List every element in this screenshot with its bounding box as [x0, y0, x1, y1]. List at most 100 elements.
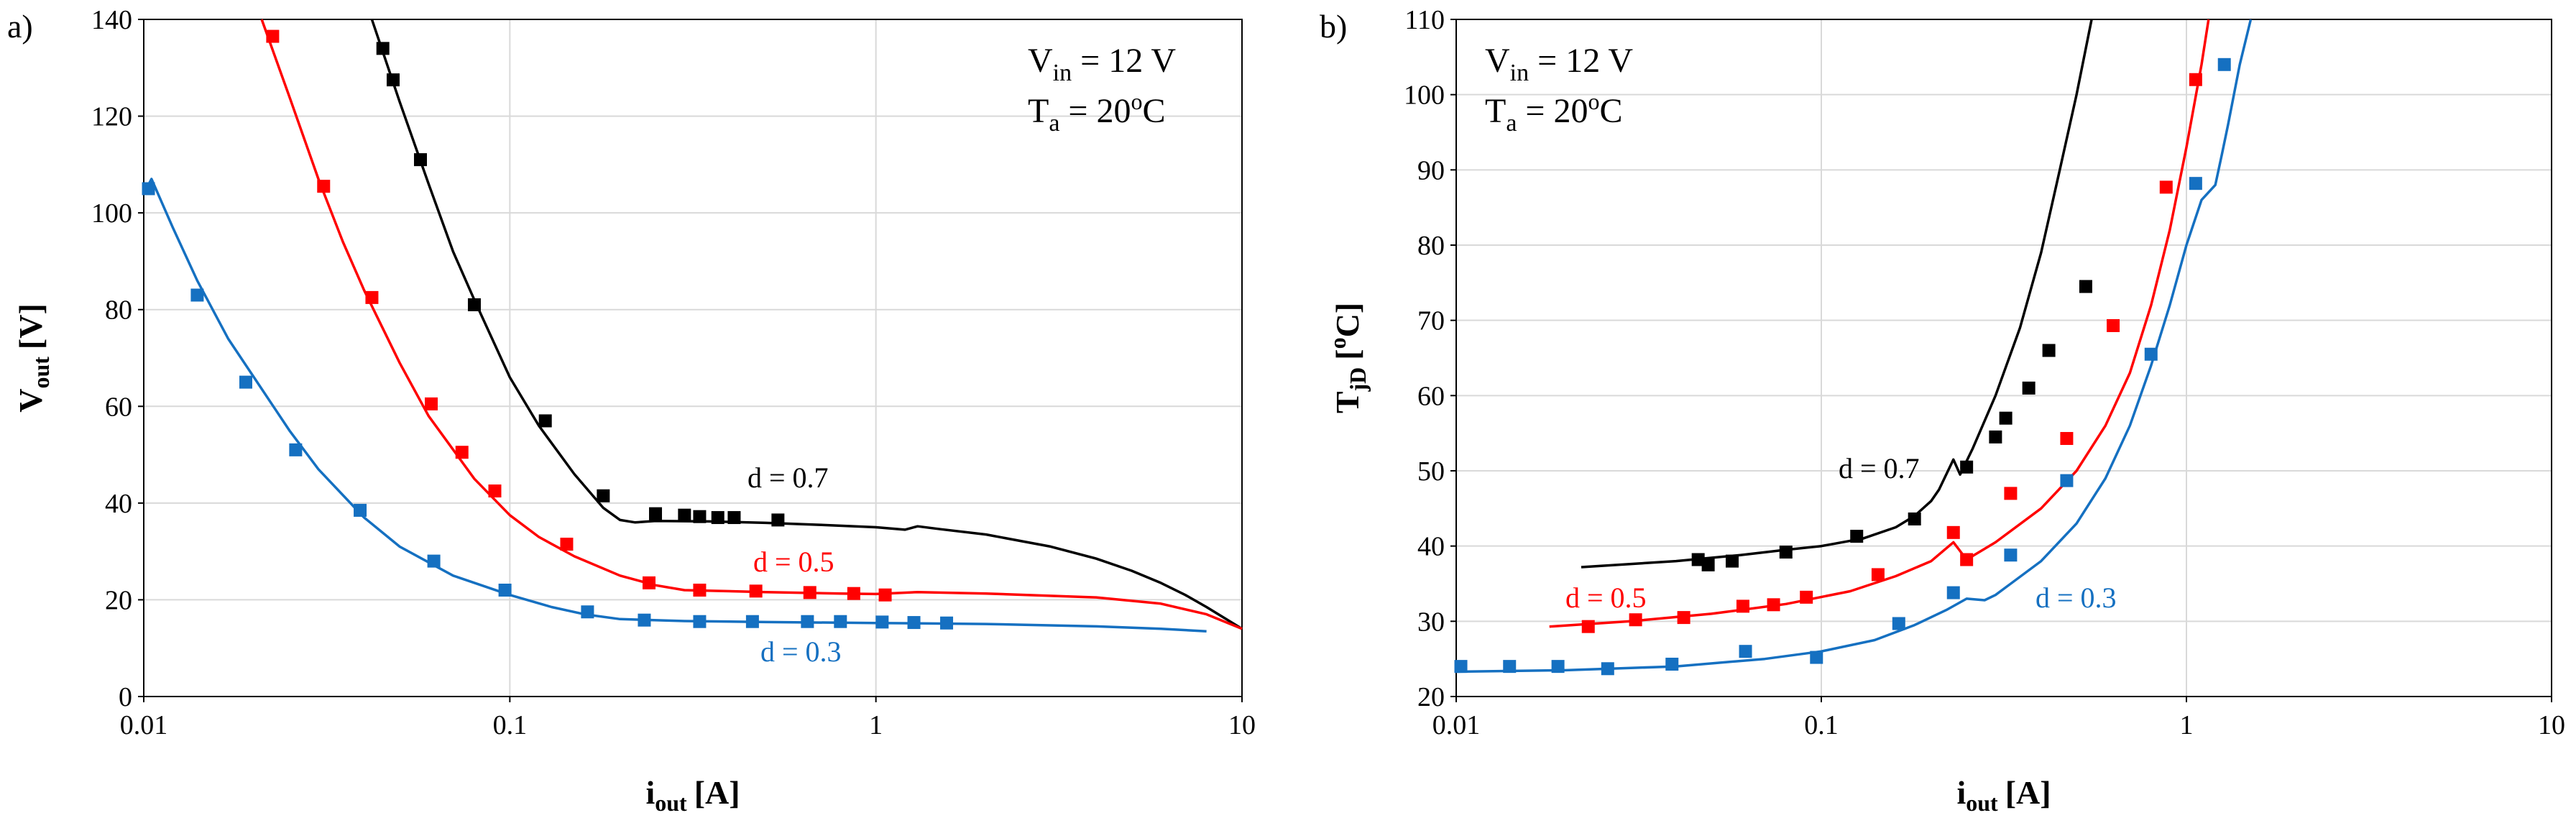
measured-point [239, 375, 252, 389]
curve-label-d05: d = 0.5 [1565, 582, 1647, 614]
vin-symbol: V [1028, 42, 1053, 80]
measured-point [2107, 318, 2120, 332]
ta-subscript: a [1049, 110, 1059, 137]
measured-point [2079, 280, 2092, 293]
panel-a-vout-chart: a) 0 20 40 60 80 100 120 140 0.01 0.1 1 10 Vin = 1… [7, 5, 1256, 816]
y-tick-label: 120 [91, 102, 132, 132]
measured-point [1946, 586, 1960, 599]
x-tick-label: 0.01 [120, 710, 168, 740]
model-curve-07 [1581, 19, 2093, 569]
measured-point [1779, 546, 1793, 559]
measured-point [142, 182, 155, 196]
measured-point [642, 576, 656, 589]
measured-point [1701, 558, 1715, 571]
measured-point [1454, 660, 1468, 674]
measured-point [1739, 645, 1752, 658]
ta-degree: o [1131, 88, 1143, 114]
measured-point [1767, 598, 1780, 612]
svg-text:Vin = 12 V: Vin = 12 V [1485, 42, 1633, 86]
measured-point [266, 29, 280, 43]
measured-point [2189, 177, 2202, 190]
measured-point [1960, 553, 1974, 566]
curve-label-d03: d = 0.3 [760, 635, 842, 668]
ta-degree: o [1588, 88, 1600, 114]
measured-point [455, 446, 469, 459]
x-tick-label: 0.01 [1432, 710, 1481, 740]
svg-text:Vin = 12 V: Vin = 12 V [1028, 42, 1176, 86]
measured-point [190, 288, 204, 302]
measured-point [907, 616, 921, 630]
measured-point [1601, 662, 1614, 676]
measured-point [693, 615, 707, 628]
model-curve-07 [370, 19, 1243, 630]
measured-point [488, 484, 502, 498]
measured-point [2060, 474, 2074, 487]
y-tick-label: 90 [1417, 155, 1445, 185]
measured-point [749, 584, 763, 598]
measured-point [940, 616, 954, 630]
measured-point [834, 615, 847, 628]
measured-point [2217, 58, 2231, 71]
y-tick-label: 140 [91, 5, 132, 35]
measured-point [538, 414, 552, 428]
measured-point [2144, 347, 2158, 361]
measured-point [745, 615, 759, 628]
measured-point [1960, 460, 1974, 474]
measured-point [847, 587, 860, 600]
measured-point [1677, 611, 1690, 625]
measured-point [2159, 180, 2173, 194]
measured-point [638, 613, 651, 627]
y-tick-label: 100 [91, 198, 132, 229]
measured-point [427, 554, 441, 568]
measured-point [581, 605, 594, 619]
measured-point [2189, 73, 2202, 86]
curve-label-d07: d = 0.7 [748, 461, 829, 494]
x-tick-label: 0.1 [493, 710, 528, 740]
measured-point [1871, 568, 1885, 582]
measured-point [1736, 599, 1749, 613]
panel-label: a) [7, 8, 33, 45]
y-tick-label: 50 [1417, 456, 1445, 487]
measured-point [693, 510, 707, 523]
curve-label-d07: d = 0.7 [1839, 452, 1920, 484]
measured-point [771, 513, 785, 527]
plot-frame [1455, 19, 2552, 697]
measured-point [1800, 590, 1813, 604]
vin-value: = 12 V [1529, 42, 1633, 80]
vin-symbol: V [1485, 42, 1510, 80]
x-tick-label: 0.1 [1804, 710, 1839, 740]
y-tick-label: 60 [1417, 381, 1445, 411]
measured-point [1725, 554, 1739, 568]
ta-value: = 20 [1059, 92, 1131, 130]
measured-point [1850, 530, 1864, 543]
svg-text:Ta = 20oC: Ta = 20oC [1485, 88, 1623, 137]
measured-point [413, 153, 427, 167]
measured-point [1665, 657, 1679, 671]
measured-point [560, 538, 574, 551]
panel-label: b) [1320, 8, 1347, 45]
y-tick-label: 20 [105, 585, 132, 615]
y-tick-label: 30 [1417, 607, 1445, 637]
model-curve-03 [142, 178, 1207, 633]
model-curve-05 [1549, 19, 2210, 628]
measured-point [1999, 411, 2012, 425]
y-tick-label: 0 [119, 682, 132, 712]
x-tick-label: 1 [869, 710, 883, 740]
y-tick-label: 80 [1417, 231, 1445, 261]
y-tick-label: 100 [1404, 81, 1445, 111]
vin-value: = 12 V [1072, 42, 1176, 80]
measured-point [2004, 548, 2018, 562]
y-axis-title: TjD[oC] [1325, 303, 1371, 413]
measured-point [365, 290, 379, 304]
ta-value: = 20 [1517, 92, 1588, 130]
measured-point [386, 73, 400, 87]
y-tick-label: 60 [105, 392, 132, 422]
plot-frame [143, 19, 1243, 697]
measured-point [317, 180, 331, 193]
measured-point [1691, 553, 1705, 566]
ta-unit: C [1143, 92, 1166, 130]
condition-annotation: Vin = 12 V Ta = 20oC [1485, 42, 1633, 137]
ta-subscript: a [1506, 110, 1517, 137]
